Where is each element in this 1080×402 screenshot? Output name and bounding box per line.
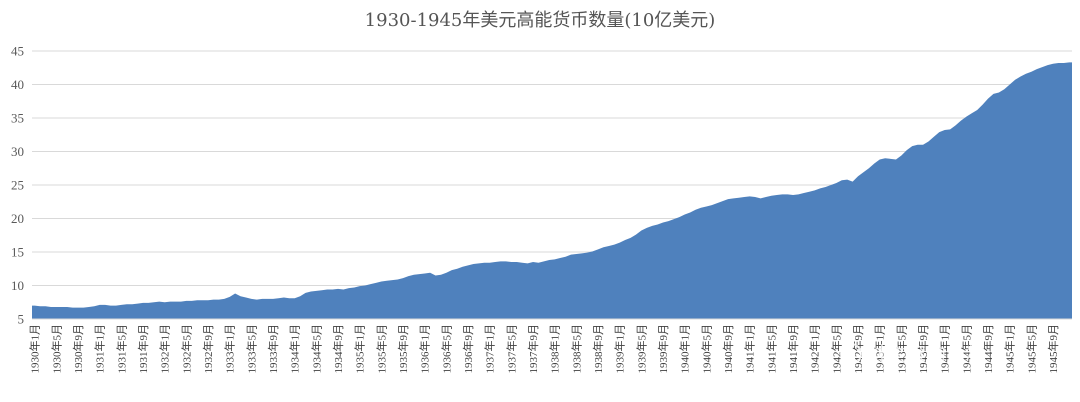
x-tick-label: 1932年9月: [201, 324, 215, 374]
x-tick-label: 1939年5月: [634, 324, 648, 374]
x-axis-tick-labels: 1930年1月 1930年5月 1930年9月 1931年1月 1931年5月 1931年…: [28, 324, 1060, 374]
x-tick-label: 1939年9月: [656, 324, 670, 374]
x-tick-label: 1943年9月: [916, 324, 930, 374]
gridlines: [32, 50, 1072, 320]
x-tick-label: 1930年9月: [71, 324, 85, 374]
x-tick-label: 1944年5月: [959, 324, 973, 374]
y-tick-label: 25: [11, 178, 24, 193]
x-tick-label: 1936年1月: [418, 324, 432, 374]
x-tick-label: 1938年9月: [591, 324, 605, 374]
x-tick-label: 1935年5月: [374, 324, 388, 374]
watermark: 财主家的余粮: [840, 342, 986, 366]
x-tick-label: 1945年5月: [1024, 324, 1038, 374]
x-tick-label: 1939年1月: [613, 324, 627, 374]
y-tick-label: 10: [11, 278, 24, 293]
x-tick-label: 1930年1月: [28, 324, 42, 374]
x-tick-label: 1936年9月: [461, 324, 475, 374]
x-tick-label: 1932年5月: [179, 324, 193, 374]
area-series-layer: [32, 62, 1072, 320]
x-tick-label: 1937年5月: [504, 324, 518, 374]
x-tick-label: 1930年5月: [49, 324, 63, 374]
x-tick-label: 1938年1月: [548, 324, 562, 374]
money-supply-area: [32, 62, 1072, 319]
x-tick-label: 1945年9月: [1046, 324, 1060, 374]
x-tick-label: 1941年5月: [764, 324, 778, 374]
x-tick-label: 1934年9月: [331, 324, 345, 374]
y-axis-tick-labels: 5 10 15 20 25 30 35 40 45: [11, 44, 24, 327]
y-tick-label: 20: [11, 211, 24, 226]
x-tick-label: 1936年5月: [439, 324, 453, 374]
x-tick-label: 1935年1月: [353, 324, 367, 374]
x-tick-label: 1943年1月: [873, 324, 887, 374]
x-tick-label: 1933年9月: [266, 324, 280, 374]
x-tick-label: 1931年9月: [136, 324, 150, 374]
x-tick-label: 1943年5月: [894, 324, 908, 374]
x-tick-label: 1937年9月: [526, 324, 540, 374]
x-tick-label: 1941年1月: [743, 324, 757, 374]
x-tick-label: 1937年1月: [483, 324, 497, 374]
x-tick-label: 1945年1月: [1003, 324, 1017, 374]
x-tick-label: 1933年1月: [223, 324, 237, 374]
x-tick-label: 1942年9月: [851, 324, 865, 374]
x-tick-label: 1942年1月: [808, 324, 822, 374]
y-tick-label: 30: [11, 144, 24, 159]
x-tick-label: 1944年1月: [938, 324, 952, 374]
x-tick-label: 1935年9月: [396, 324, 410, 374]
x-tick-label: 1940年1月: [678, 324, 692, 374]
watermark-text: 财主家的余粮: [866, 342, 986, 366]
x-tick-label: 1932年1月: [158, 324, 172, 374]
y-tick-label: 15: [11, 245, 24, 260]
x-tick-label: 1938年5月: [569, 324, 583, 374]
y-tick-label: 5: [18, 312, 25, 327]
x-tick-label: 1940年5月: [699, 324, 713, 374]
x-tick-label: 1934年5月: [309, 324, 323, 374]
y-tick-label: 40: [11, 77, 24, 92]
wechat-icon: [840, 343, 862, 365]
x-tick-label: 1942年5月: [829, 324, 843, 374]
x-tick-label: 1931年5月: [114, 324, 128, 374]
y-tick-label: 35: [11, 111, 24, 126]
x-tick-label: 1944年9月: [981, 324, 995, 374]
x-tick-label: 1940年9月: [721, 324, 735, 374]
x-tick-label: 1933年5月: [244, 324, 258, 374]
x-tick-label: 1931年1月: [93, 324, 107, 374]
x-tick-label: 1941年9月: [786, 324, 800, 374]
y-tick-label: 45: [11, 44, 24, 59]
chart-title: 1930-1945年美元高能货币数量(10亿美元): [365, 10, 716, 31]
x-tick-label: 1934年1月: [288, 324, 302, 374]
